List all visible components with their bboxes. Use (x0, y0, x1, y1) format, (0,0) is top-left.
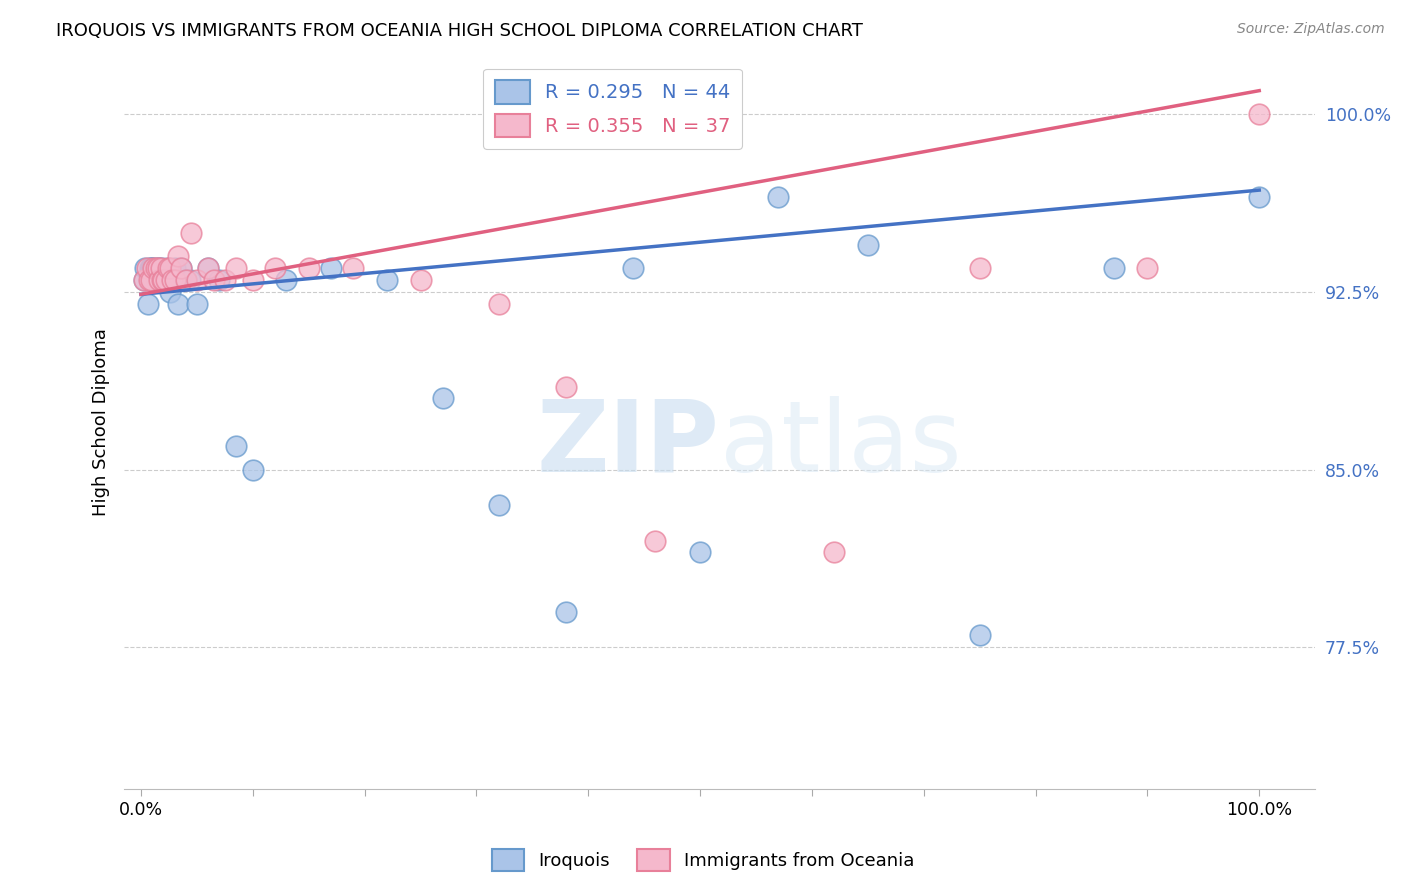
Point (208, 273, 231, 287)
Point (856, 237, 879, 252)
Point (162, 273, 184, 287)
Point (375, 273, 398, 287)
Legend: R = 0.295   N = 44, R = 0.355   N = 37: R = 0.295 N = 44, R = 0.355 N = 37 (482, 69, 742, 149)
Point (155, 273, 177, 287)
Point (179, 273, 201, 287)
Point (146, 261, 169, 276)
Point (135, 261, 157, 276)
Point (621, 261, 644, 276)
Point (555, 605, 578, 619)
Point (159, 285, 181, 299)
Point (148, 261, 170, 276)
Point (156, 261, 179, 276)
Point (163, 273, 186, 287)
Point (152, 273, 174, 287)
Point (170, 261, 193, 276)
Point (167, 297, 190, 311)
Point (689, 545, 711, 559)
Point (142, 273, 165, 287)
Point (138, 273, 160, 287)
Point (409, 273, 432, 287)
Point (139, 261, 162, 276)
Point (555, 379, 578, 393)
Point (148, 273, 170, 287)
Point (150, 273, 173, 287)
Point (142, 261, 165, 276)
Legend: Iroquois, Immigrants from Oceania: Iroquois, Immigrants from Oceania (484, 842, 922, 879)
Point (167, 249, 190, 263)
Point (342, 261, 364, 276)
Point (186, 297, 208, 311)
Point (141, 261, 163, 276)
Point (155, 273, 177, 287)
Point (153, 273, 176, 287)
Point (143, 261, 166, 276)
Point (1249, 190, 1271, 204)
Text: Source: ZipAtlas.com: Source: ZipAtlas.com (1237, 22, 1385, 37)
Point (264, 261, 287, 276)
Point (488, 498, 510, 512)
Text: IROQUOIS VS IMMIGRANTS FROM OCEANIA HIGH SCHOOL DIPLOMA CORRELATION CHART: IROQUOIS VS IMMIGRANTS FROM OCEANIA HIGH… (56, 22, 863, 40)
Point (145, 261, 167, 276)
Point (150, 261, 173, 276)
Point (170, 261, 193, 276)
Point (162, 273, 184, 287)
Point (150, 273, 173, 287)
Point (174, 273, 197, 287)
Point (139, 261, 162, 276)
Text: ZIP: ZIP (537, 396, 720, 492)
Point (225, 261, 247, 276)
Point (134, 273, 156, 287)
Point (242, 273, 264, 287)
Point (156, 261, 179, 276)
Text: atlas: atlas (720, 396, 962, 492)
Point (225, 439, 247, 453)
Point (197, 261, 219, 276)
Point (969, 261, 991, 276)
Y-axis label: High School Diploma: High School Diploma (93, 328, 110, 516)
Point (186, 273, 208, 287)
Point (139, 273, 162, 287)
Point (644, 533, 666, 548)
Point (150, 261, 173, 276)
Point (202, 273, 225, 287)
Point (768, 190, 790, 204)
Point (152, 273, 174, 287)
Point (488, 297, 510, 311)
Point (1249, 107, 1271, 121)
Point (242, 462, 264, 476)
Point (163, 261, 186, 276)
Point (180, 226, 202, 240)
Point (136, 297, 159, 311)
Point (214, 273, 236, 287)
Point (276, 273, 298, 287)
Point (134, 273, 156, 287)
Point (145, 273, 167, 287)
Point (159, 261, 181, 276)
Point (149, 273, 172, 287)
Point (134, 261, 156, 276)
Point (145, 273, 167, 287)
Point (969, 628, 991, 642)
Point (319, 261, 342, 276)
Point (146, 261, 169, 276)
Point (432, 392, 454, 406)
Point (823, 545, 845, 559)
Point (197, 261, 219, 276)
Point (1102, 261, 1125, 276)
Point (174, 273, 197, 287)
Point (298, 261, 321, 276)
Point (1136, 261, 1159, 276)
